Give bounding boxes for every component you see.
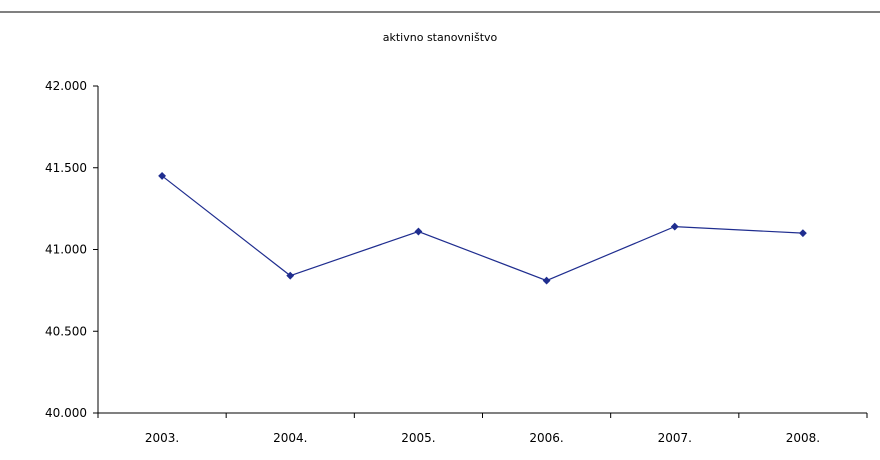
- x-tick-label: 2005.: [401, 431, 435, 445]
- x-tick-label: 2004.: [273, 431, 307, 445]
- x-tick-label: 2006.: [529, 431, 563, 445]
- chart-axes: 40.000 40.500 41.000 41.500 42.000 2003. 2004.…: [45, 79, 868, 445]
- series-line: [161, 175, 803, 282]
- y-tick-label: 41.500: [45, 161, 87, 175]
- data-point: [158, 172, 167, 180]
- x-tick-label: 2008.: [786, 431, 820, 445]
- data-point: [670, 222, 679, 231]
- x-tick-label: 2007.: [658, 431, 692, 445]
- data-point: [542, 276, 551, 285]
- y-tick-label: 40.500: [45, 324, 87, 338]
- x-tick-label: 2003.: [145, 431, 179, 445]
- y-tick-label: 41.000: [45, 243, 87, 257]
- data-point: [286, 271, 295, 280]
- chart-plot: [158, 172, 807, 285]
- y-tick-label: 42.000: [45, 79, 87, 93]
- data-point: [414, 227, 423, 236]
- y-tick-label: 40.000: [45, 406, 87, 420]
- chart-title: aktivno stanovništvo: [383, 31, 498, 44]
- data-point: [798, 229, 807, 238]
